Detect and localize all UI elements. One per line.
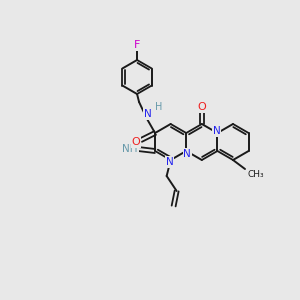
Text: O: O [132, 137, 140, 147]
Text: F: F [134, 40, 140, 50]
Text: N: N [166, 157, 173, 167]
Text: NH: NH [122, 144, 138, 154]
Text: N: N [183, 149, 191, 159]
Text: N: N [212, 126, 220, 136]
Text: CH₃: CH₃ [247, 170, 264, 179]
Text: N: N [144, 109, 152, 119]
Text: O: O [197, 102, 206, 112]
Text: H: H [155, 102, 162, 112]
